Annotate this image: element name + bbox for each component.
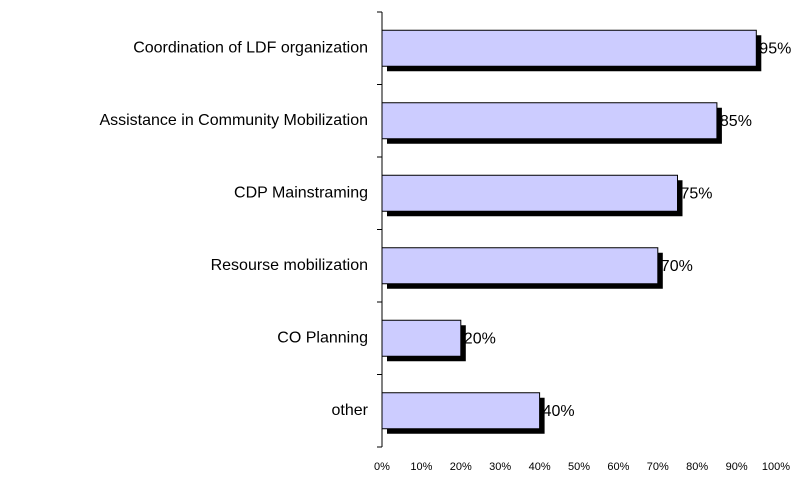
value-label: 75% [681,185,713,202]
y-tick-label: Coordination of LDF organization [133,39,368,56]
value-label: 85% [720,113,752,130]
bar [381,319,462,357]
value-label: 40% [543,403,575,420]
bar [381,174,678,212]
x-tick-label: 30% [489,461,511,473]
y-tick-label: Resourse mobilization [211,257,368,274]
x-tick-label: 90% [726,461,748,473]
bar [381,29,757,67]
x-tick-label: 10% [410,461,432,473]
bar [381,247,659,285]
value-label: 95% [759,40,791,57]
y-tick-label: Assistance in Community Mobilization [99,112,368,129]
bar [381,102,718,140]
x-tick-label: 40% [529,461,551,473]
x-tick-label: 100% [762,461,790,473]
x-tick-label: 0% [374,461,390,473]
x-tick-label: 60% [607,461,629,473]
bar [381,392,541,430]
value-label: 20% [464,330,496,347]
y-tick-label: other [332,402,369,419]
x-tick-label: 80% [686,461,708,473]
x-tick-label: 70% [647,461,669,473]
y-tick-label: CDP Mainstraming [234,184,368,201]
x-tick-label: 50% [568,461,590,473]
y-tick-label: CO Planning [277,329,368,346]
value-label: 70% [661,258,693,275]
x-tick-label: 20% [450,461,472,473]
